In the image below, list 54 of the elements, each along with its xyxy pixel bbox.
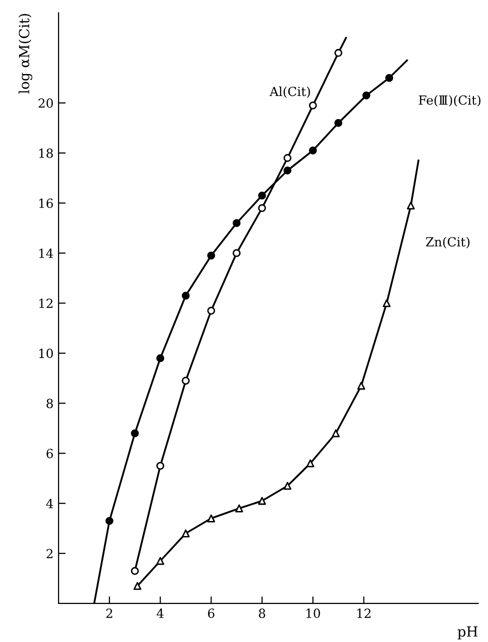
point (232, 249, 241, 258)
y-tick-label: 20 (38, 98, 53, 108)
point (258, 204, 266, 212)
point (306, 459, 314, 468)
point (385, 74, 394, 82)
point (406, 202, 415, 210)
point (308, 101, 317, 110)
point (133, 582, 142, 590)
point (156, 462, 164, 470)
y-axis-title: log αM(Cit) (18, 14, 32, 94)
point (334, 119, 342, 127)
point (182, 529, 190, 538)
series-label: Al(Cit) (270, 86, 310, 98)
x-axis-title: pH (458, 626, 478, 640)
point (258, 192, 266, 200)
y-tick-label: 6 (46, 448, 53, 458)
point (382, 299, 391, 308)
point (207, 514, 216, 522)
x-tick-label: 2 (106, 608, 112, 618)
point (156, 354, 164, 362)
y-tick-label: 14 (39, 248, 54, 258)
point (362, 91, 370, 100)
point (232, 219, 241, 228)
point (130, 566, 139, 575)
point (207, 306, 216, 315)
point (105, 516, 114, 525)
point (182, 376, 190, 385)
series-label: Zn(Cit) (426, 236, 470, 248)
point (130, 429, 139, 438)
x-tick-label: 8 (258, 608, 266, 618)
point (284, 166, 292, 174)
text: Fe(Ⅲ)(Cit) (418, 95, 480, 107)
point (308, 146, 317, 154)
x-tick-label: 4 (156, 608, 164, 618)
point (207, 252, 216, 260)
point (182, 292, 190, 300)
y-tick-label: 12 (39, 298, 52, 308)
y-tick-label: 4 (46, 498, 54, 508)
y-tick-label: 8 (46, 398, 53, 408)
point (258, 496, 266, 505)
point (156, 556, 164, 565)
point (357, 382, 366, 390)
x-tick-label: 12 (357, 608, 371, 618)
y-tick-label: 18 (39, 148, 53, 158)
y-tick-label: 2 (46, 548, 52, 558)
point (235, 504, 244, 512)
x-tick-label: 10 (306, 608, 320, 618)
point (284, 482, 292, 490)
x-tick-label: 6 (208, 608, 214, 618)
y-tick-label: 16 (39, 198, 53, 208)
point (334, 48, 342, 57)
point (284, 154, 292, 162)
point (332, 429, 340, 438)
y-tick-label: 10 (39, 348, 53, 358)
